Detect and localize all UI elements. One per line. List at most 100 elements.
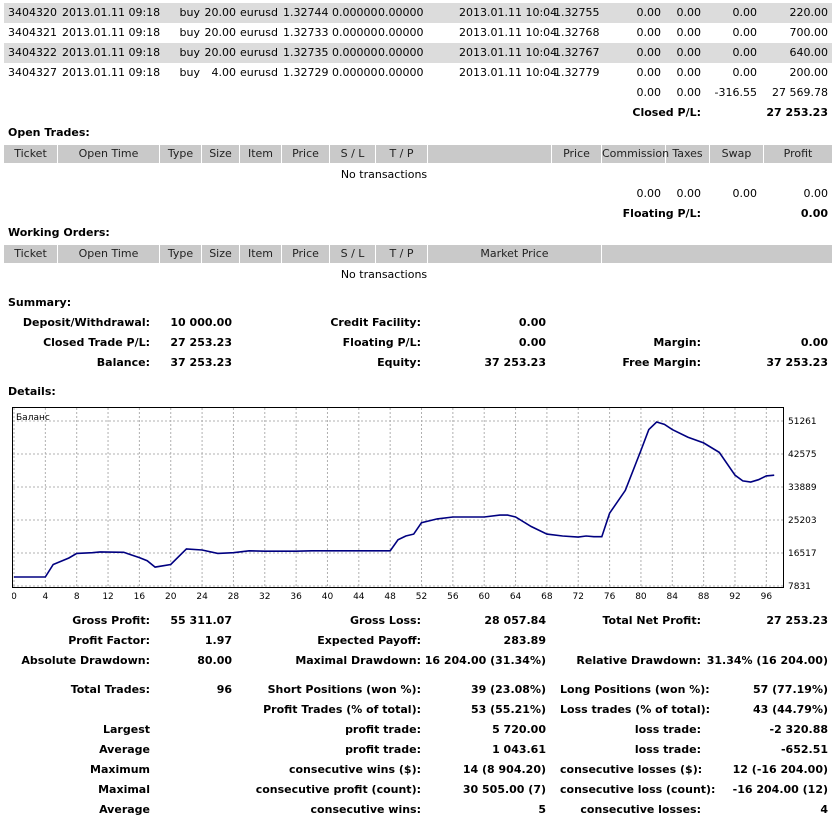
- x-tick-label: 20: [165, 592, 177, 602]
- col-size: Size: [202, 145, 240, 163]
- open-trades-title: Open Trades:: [8, 126, 90, 139]
- x-tick-label: 88: [698, 592, 710, 602]
- long-positions-label: Long Positions (won %):: [560, 683, 710, 696]
- closed-trade-pl-label: Closed Trade P/L:: [43, 336, 150, 349]
- open-time-cell: 2013.01.11 09:18: [62, 46, 161, 59]
- size-cell: 20.00: [204, 46, 237, 59]
- x-tick-label: 24: [196, 592, 208, 602]
- maximal-label: Maximal: [98, 783, 150, 796]
- summary-floating-value: 0.00: [518, 336, 546, 349]
- floating-pl-row: Floating P/L: 0.00: [4, 204, 832, 224]
- ticket-cell: 3404320: [8, 6, 57, 19]
- details-title: Details:: [8, 385, 56, 398]
- y-axis-ticks: 51261 42575 33889 25203 16517 7831: [788, 417, 817, 592]
- max-consecutive-losses-label: consecutive losses ($):: [560, 763, 703, 776]
- close-price-cell: 1.32768: [554, 26, 600, 39]
- summary-floating-label: Floating P/L:: [342, 336, 421, 349]
- average-consecutive-wins-value: 5: [538, 803, 546, 816]
- profit-factor-value: 1.97: [204, 634, 232, 647]
- sl-cell: 0.00000: [332, 66, 378, 79]
- open-trades-empty: No transactions: [340, 168, 428, 181]
- margin-value: 0.00: [800, 336, 828, 349]
- x-tick-label: 80: [635, 592, 647, 602]
- x-tick-label: 32: [259, 592, 270, 602]
- col-type: Type: [160, 245, 202, 263]
- col-sl: S / L: [330, 145, 376, 163]
- gross-profit-label: Gross Profit:: [72, 614, 150, 627]
- taxes-total: 0.00: [676, 86, 702, 99]
- maximal-consecutive-profit-label: consecutive profit (count):: [255, 783, 421, 796]
- x-tick-label: 48: [384, 592, 396, 602]
- table-row: 3404320 2013.01.11 09:18 buy 20.00 eurus…: [4, 3, 832, 23]
- profit-cell: 200.00: [789, 66, 829, 79]
- balance-label: Balance:: [96, 356, 150, 369]
- type-cell: buy: [179, 66, 200, 79]
- expected-payoff-value: 283.89: [503, 634, 546, 647]
- commission-cell: 0.00: [636, 26, 662, 39]
- x-tick-label: 16: [134, 592, 146, 602]
- x-tick-label: 76: [604, 592, 616, 602]
- credit-value: 0.00: [518, 316, 546, 329]
- tp-cell: 0.00000: [378, 26, 424, 39]
- x-tick-label: 52: [416, 592, 427, 602]
- x-tick-label: 92: [729, 592, 740, 602]
- free-margin-label: Free Margin:: [622, 356, 701, 369]
- col-price: Price: [282, 145, 330, 163]
- open-commission-total: 0.00: [636, 187, 662, 200]
- taxes-cell: 0.00: [676, 46, 702, 59]
- deposit-label: Deposit/Withdrawal:: [22, 316, 150, 329]
- col-ticket: Ticket: [4, 245, 58, 263]
- col-size: Size: [202, 245, 240, 263]
- plot-frame: [12, 407, 784, 588]
- size-cell: 20.00: [204, 6, 237, 19]
- taxes-cell: 0.00: [676, 6, 702, 19]
- x-tick-label: 8: [74, 592, 80, 602]
- item-cell: eurusd: [240, 66, 278, 79]
- table-row: 3404321 2013.01.11 09:18 buy 20.00 eurus…: [4, 23, 832, 43]
- absolute-drawdown-label: Absolute Drawdown:: [21, 654, 150, 667]
- summary-title: Summary:: [8, 296, 72, 309]
- table-row: 3404327 2013.01.11 09:18 buy 4.00 eurusd…: [4, 63, 832, 83]
- expected-payoff-label: Expected Payoff:: [317, 634, 421, 647]
- size-cell: 20.00: [204, 26, 237, 39]
- average-profit-value: 1 043.61: [492, 743, 546, 756]
- floating-pl-label: Floating P/L:: [622, 207, 701, 220]
- col-ticket: Ticket: [4, 145, 58, 163]
- col-price2: Price: [552, 145, 602, 163]
- open-taxes-total: 0.00: [676, 187, 702, 200]
- maximal-drawdown-value: 16 204.00 (31.34%): [424, 654, 546, 667]
- gross-profit-value: 55 311.07: [170, 614, 232, 627]
- profit-trades-value: 53 (55.21%): [470, 703, 546, 716]
- x-tick-label: 68: [541, 592, 553, 602]
- tp-cell: 0.00000: [378, 46, 424, 59]
- closed-trade-pl-value: 27 253.23: [170, 336, 232, 349]
- average-consecutive-wins-label: consecutive wins:: [310, 803, 421, 816]
- balance-value: 37 253.23: [170, 356, 232, 369]
- ticket-cell: 3404322: [8, 46, 57, 59]
- x-tick-label: 44: [353, 592, 365, 602]
- price-cell: 1.32729: [283, 66, 329, 79]
- x-tick-label: 84: [667, 592, 679, 602]
- maximal-consecutive-profit-value: 30 505.00 (7): [462, 783, 546, 796]
- open-time-cell: 2013.01.11 09:18: [62, 6, 161, 19]
- type-cell: buy: [179, 46, 200, 59]
- average2-label: Average: [99, 803, 150, 816]
- col-price: Price: [282, 245, 330, 263]
- largest-label: Largest: [103, 723, 150, 736]
- average-consecutive-losses-label: consecutive losses:: [580, 803, 701, 816]
- max-consecutive-losses-value: 12 (-16 204.00): [732, 763, 828, 776]
- working-orders-header: Ticket Open Time Type Size Item Price S …: [4, 245, 832, 263]
- size-cell: 4.00: [211, 66, 237, 79]
- close-time-cell: 2013.01.11 10:04: [459, 26, 558, 39]
- gross-loss-label: Gross Loss:: [350, 614, 421, 627]
- swap-cell: 0.00: [732, 26, 758, 39]
- close-price-cell: 1.32755: [554, 6, 600, 19]
- closed-pl-row: Closed P/L: 27 253.23: [4, 103, 832, 123]
- sl-cell: 0.00000: [332, 46, 378, 59]
- maximal-consecutive-loss-value: -16 204.00 (12): [732, 783, 828, 796]
- open-swap-total: 0.00: [732, 187, 758, 200]
- equity-value: 37 253.23: [484, 356, 546, 369]
- largest-profit-label: profit trade:: [345, 723, 421, 736]
- closed-totals-row: 0.00 0.00 -316.55 27 569.78: [4, 83, 832, 103]
- x-tick-label: 28: [228, 592, 240, 602]
